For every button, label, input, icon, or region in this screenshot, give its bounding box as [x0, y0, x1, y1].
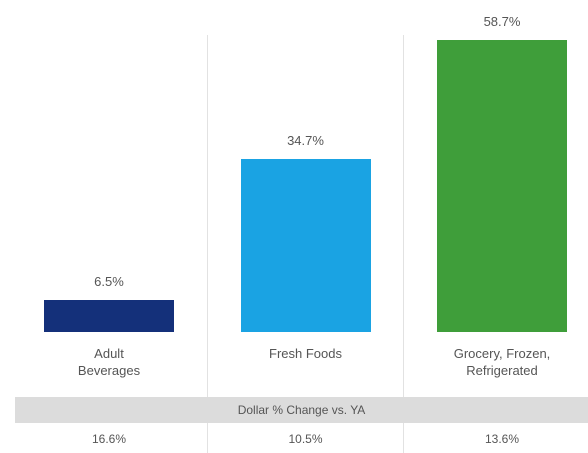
bar — [44, 299, 174, 332]
category-label: Fresh Foods — [269, 346, 342, 361]
value-label: 34.7% — [287, 133, 324, 149]
table-title: Dollar % Change vs. YA — [15, 397, 588, 423]
value-label: 6.5% — [94, 273, 124, 289]
value-label: 58.7% — [483, 14, 521, 29]
divider — [206, 35, 208, 453]
table-value: 10.5% — [288, 432, 323, 446]
category-label: Adult Beverages — [77, 346, 141, 378]
divider — [403, 35, 404, 453]
category-label: Grocery, Frozen, Refrigerated — [453, 346, 551, 378]
table-value: 16.6% — [91, 432, 127, 446]
bar — [240, 159, 371, 332]
table-value: 13.6% — [484, 432, 520, 446]
bar — [437, 40, 567, 332]
